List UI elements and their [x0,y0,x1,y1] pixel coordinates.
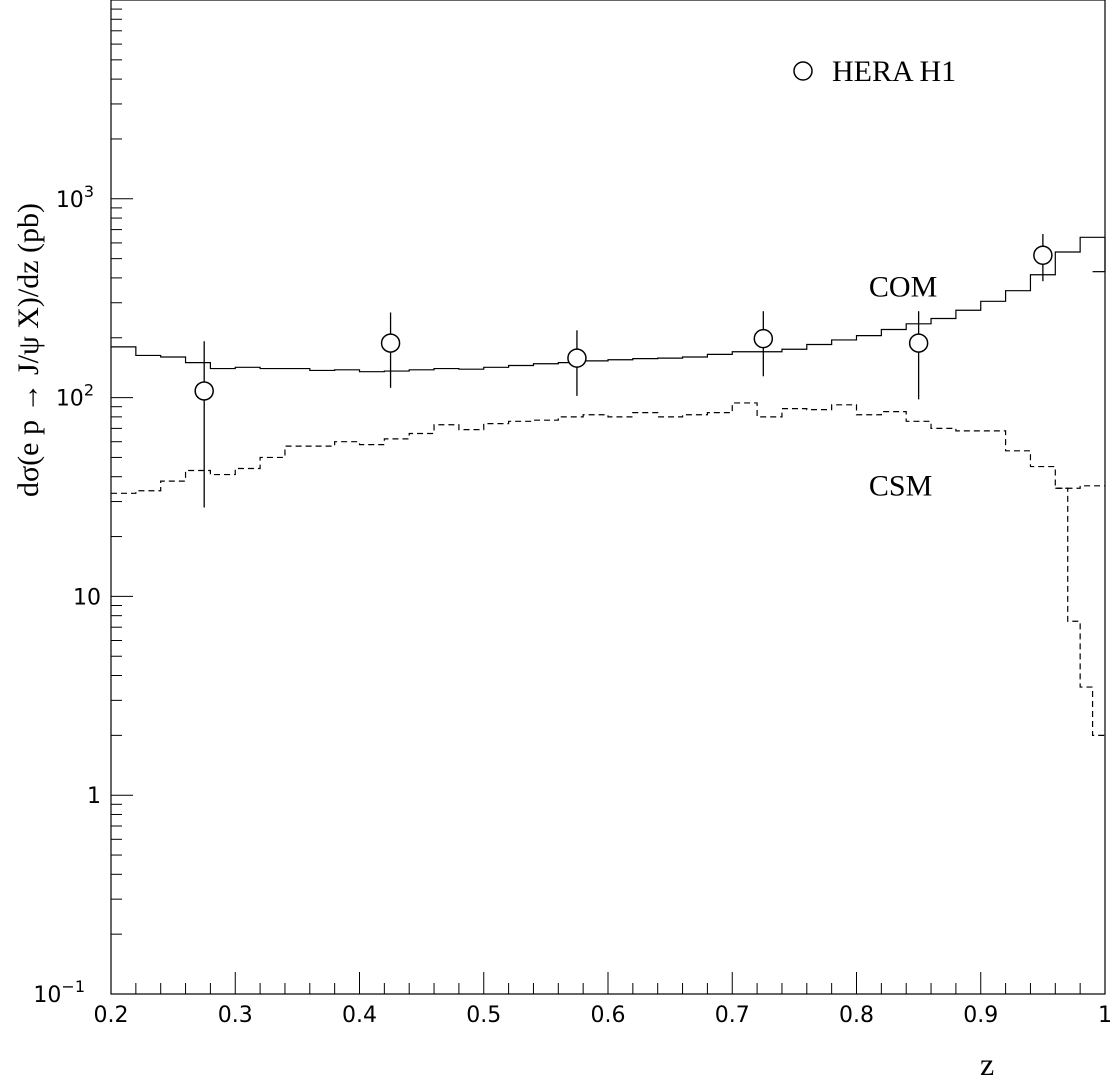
data-point-hera-h1 [380,333,401,353]
y-tick-label: 10 [73,585,101,610]
y-tick-label: 102 [56,381,94,412]
x-tick-label: 0.7 [715,1003,750,1028]
series-csm-tail [1055,487,1105,736]
data-point-hera-h1 [908,333,929,353]
x-tick-label: 0.5 [466,1003,501,1028]
y-tick-label: 10−1 [33,977,85,1008]
data-point-hera-h1 [753,328,774,349]
series-com-line [111,236,1105,373]
y-tick-label: 1 [87,784,101,809]
x-tick-label: 0.3 [218,1003,253,1028]
x-tick-label: 1 [1098,1003,1112,1028]
legend: HERA H1 [793,55,956,88]
plot-frame [110,0,1106,995]
x-axis-ticks: 0.2 0.3 0.4 0.5 0.6 0.7 0.8 0.9 1 [94,972,1112,1028]
x-axis-label: z [980,1046,994,1082]
series-labels-layer: COM CSM [869,271,937,503]
data-point-hera-h1 [194,381,214,401]
y-tick-label: 103 [56,182,94,213]
legend-label-hera-h1: HERA H1 [832,55,956,88]
data-point-hera-h1 [567,348,587,368]
y-axis-label: dσ(e p → J/ψ X)/dz (pb) [12,203,45,497]
legend-marker-hera-h1 [793,61,813,81]
series-csm-line [111,402,1105,494]
series-label-com: COM [869,271,937,304]
x-tick-label: 0.9 [963,1003,998,1028]
series-layer [111,236,1106,736]
data-points-layer [194,234,1053,508]
x-tick-label: 0.2 [94,1003,129,1028]
x-tick-label: 0.6 [591,1003,626,1028]
y-axis-ticks: 10−1 1 10 102 103 [33,8,133,1008]
x-tick-label: 0.8 [839,1003,874,1028]
series-label-csm: CSM [869,469,932,502]
data-point-hera-h1 [1033,245,1053,266]
x-tick-label: 0.4 [342,1003,377,1028]
